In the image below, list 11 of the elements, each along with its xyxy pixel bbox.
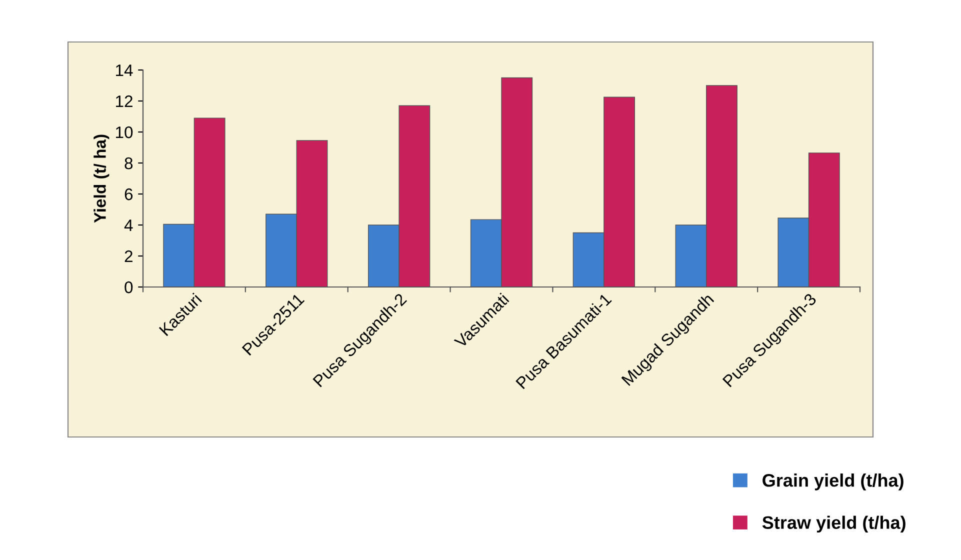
legend-label: Grain yield (t/ha) [762, 474, 904, 490]
y-tick-label: 14 [116, 64, 133, 76]
y-axis-title: Yield (t/ ha) [94, 134, 110, 223]
y-tick-label: 6 [124, 188, 133, 200]
y-tick-label: 8 [124, 157, 133, 170]
y-tick-label: 10 [116, 126, 133, 138]
y-tick-label: 0 [124, 281, 133, 294]
y-tick-label: 4 [124, 220, 133, 232]
y-tick-label: 2 [124, 250, 132, 262]
y-tick-label: 12 [116, 95, 132, 108]
legend-label: Straw yield (t/ha) [762, 516, 906, 533]
